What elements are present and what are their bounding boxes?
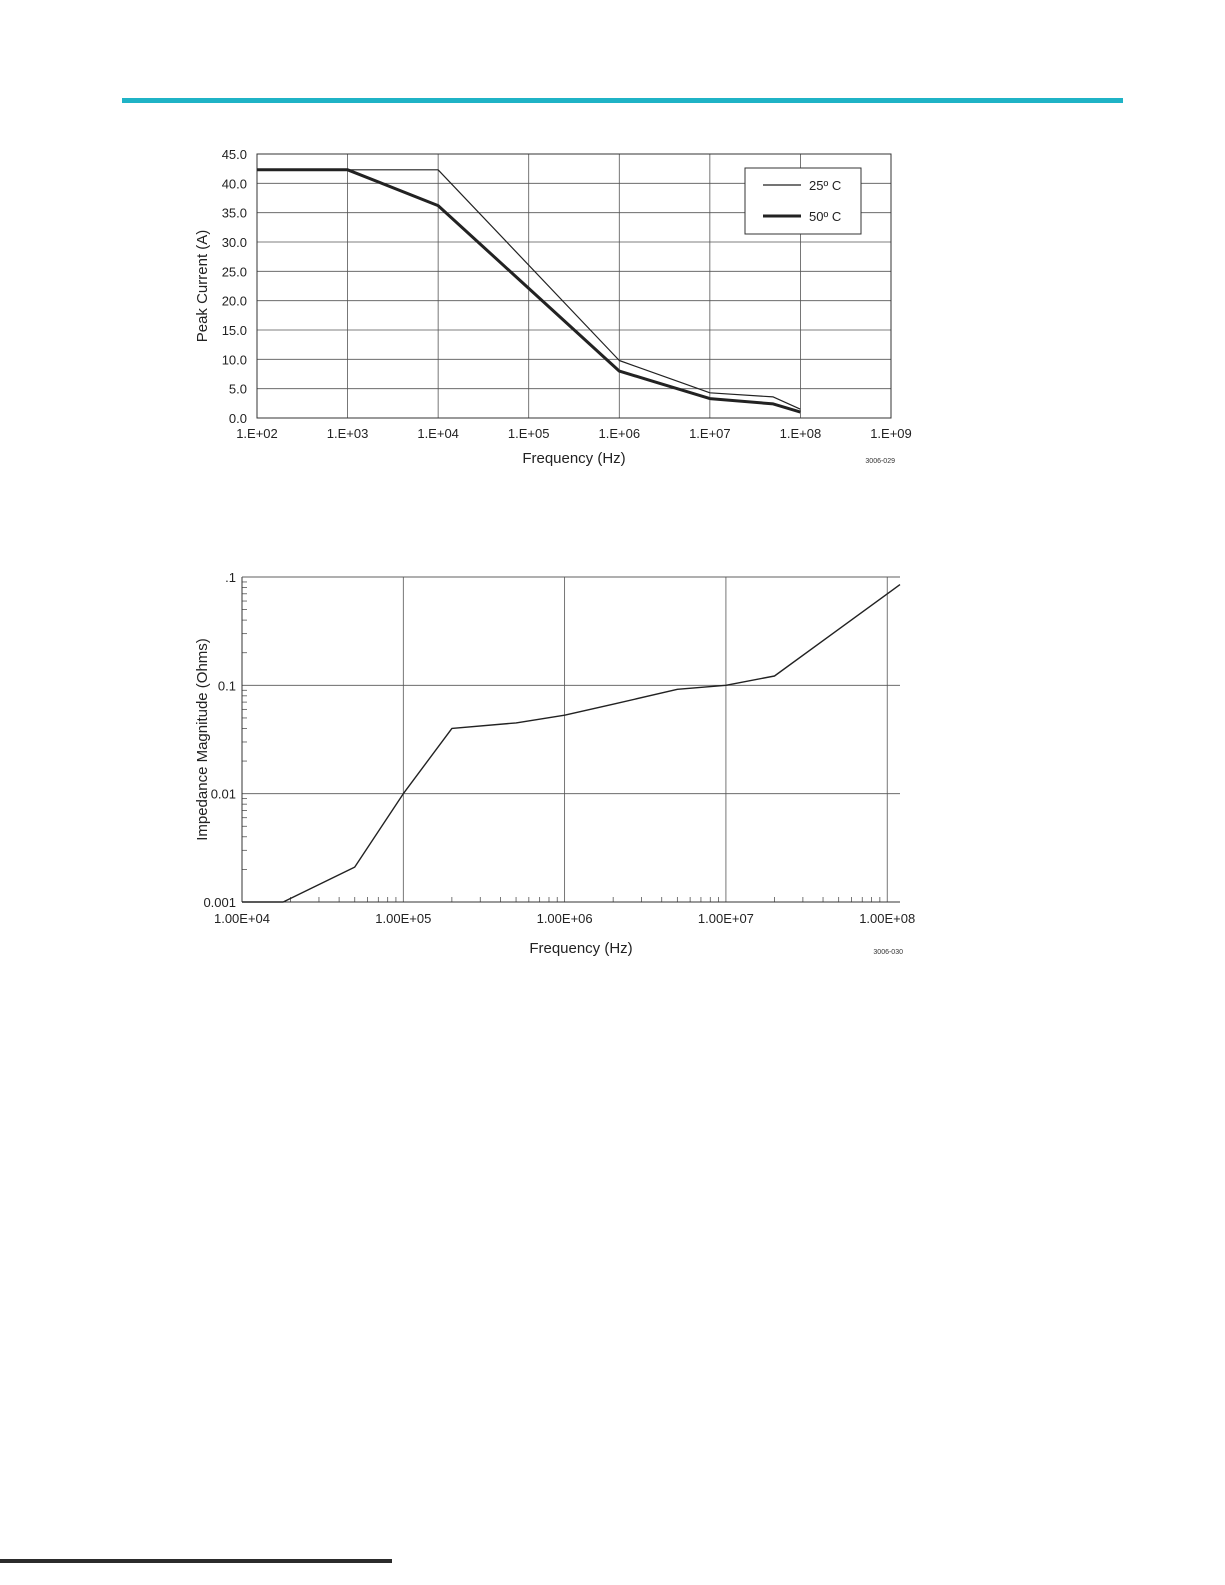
x-tick-label: 1.E+02 bbox=[236, 426, 278, 441]
y-tick-label: 15.0 bbox=[222, 323, 247, 338]
x-tick-label: 1.00E+04 bbox=[214, 911, 270, 926]
x-tick-label: 1.00E+05 bbox=[375, 911, 431, 926]
y-tick-label: 40.0 bbox=[222, 176, 247, 191]
y-tick-label: 0.1 bbox=[218, 678, 236, 693]
y-axis-title: Peak Current (A) bbox=[194, 230, 211, 343]
x-tick-label: 1.E+05 bbox=[508, 426, 550, 441]
y-tick-label: 0.01 bbox=[211, 787, 236, 802]
impedance-line bbox=[242, 584, 901, 903]
y-tick-label: 10.0 bbox=[222, 352, 247, 367]
y-tick-label: 0.001 bbox=[203, 895, 236, 910]
x-tick-label: 1.00E+07 bbox=[698, 911, 754, 926]
legend-label: 50º C bbox=[809, 209, 841, 224]
x-axis-title: Frequency (Hz) bbox=[529, 940, 632, 957]
legend-label: 25º C bbox=[809, 178, 841, 193]
x-tick-label: 1.00E+06 bbox=[537, 911, 593, 926]
peak-current-chart: 1.E+02 1.E+03 1.E+04 1.E+05 1.E+06 1.E+07 1.E+… bbox=[194, 147, 912, 467]
y-tick-label: .1 bbox=[225, 570, 236, 585]
footer-rule bbox=[0, 1559, 392, 1563]
header-rule bbox=[122, 98, 1123, 103]
y-tick-label: 35.0 bbox=[222, 206, 247, 221]
y-tick-label: 45.0 bbox=[222, 147, 247, 162]
y-tick-label: 25.0 bbox=[222, 264, 247, 279]
x-tick-label: 1.E+04 bbox=[417, 426, 459, 441]
x-tick-label: 1.E+07 bbox=[689, 426, 731, 441]
x-tick-label: 1.00E+08 bbox=[859, 911, 915, 926]
plot-frame bbox=[256, 153, 892, 419]
x-tick-label: 1.E+08 bbox=[780, 426, 822, 441]
x-axis-title: Frequency (Hz) bbox=[522, 450, 625, 467]
y-tick-label: 5.0 bbox=[229, 382, 247, 397]
y-axis-title: Impedance Magnitude (Ohms) bbox=[194, 638, 211, 841]
x-tick-label: 1.E+06 bbox=[598, 426, 640, 441]
y-tick-label: 20.0 bbox=[222, 294, 247, 309]
legend-box bbox=[744, 167, 862, 235]
y-tick-label: 0.0 bbox=[229, 411, 247, 426]
x-tick-label: 1.E+09 bbox=[870, 426, 912, 441]
x-tick-label: 1.E+03 bbox=[327, 426, 369, 441]
figure-code: 3006-030 bbox=[873, 949, 903, 956]
y-tick-label: 30.0 bbox=[222, 235, 247, 250]
series-line-50c bbox=[257, 168, 801, 414]
impedance-chart: 1.00E+04 1.00E+05 1.00E+06 1.00E+07 1.00E+08… bbox=[194, 570, 915, 957]
figure-code: 3006-029 bbox=[865, 458, 895, 465]
